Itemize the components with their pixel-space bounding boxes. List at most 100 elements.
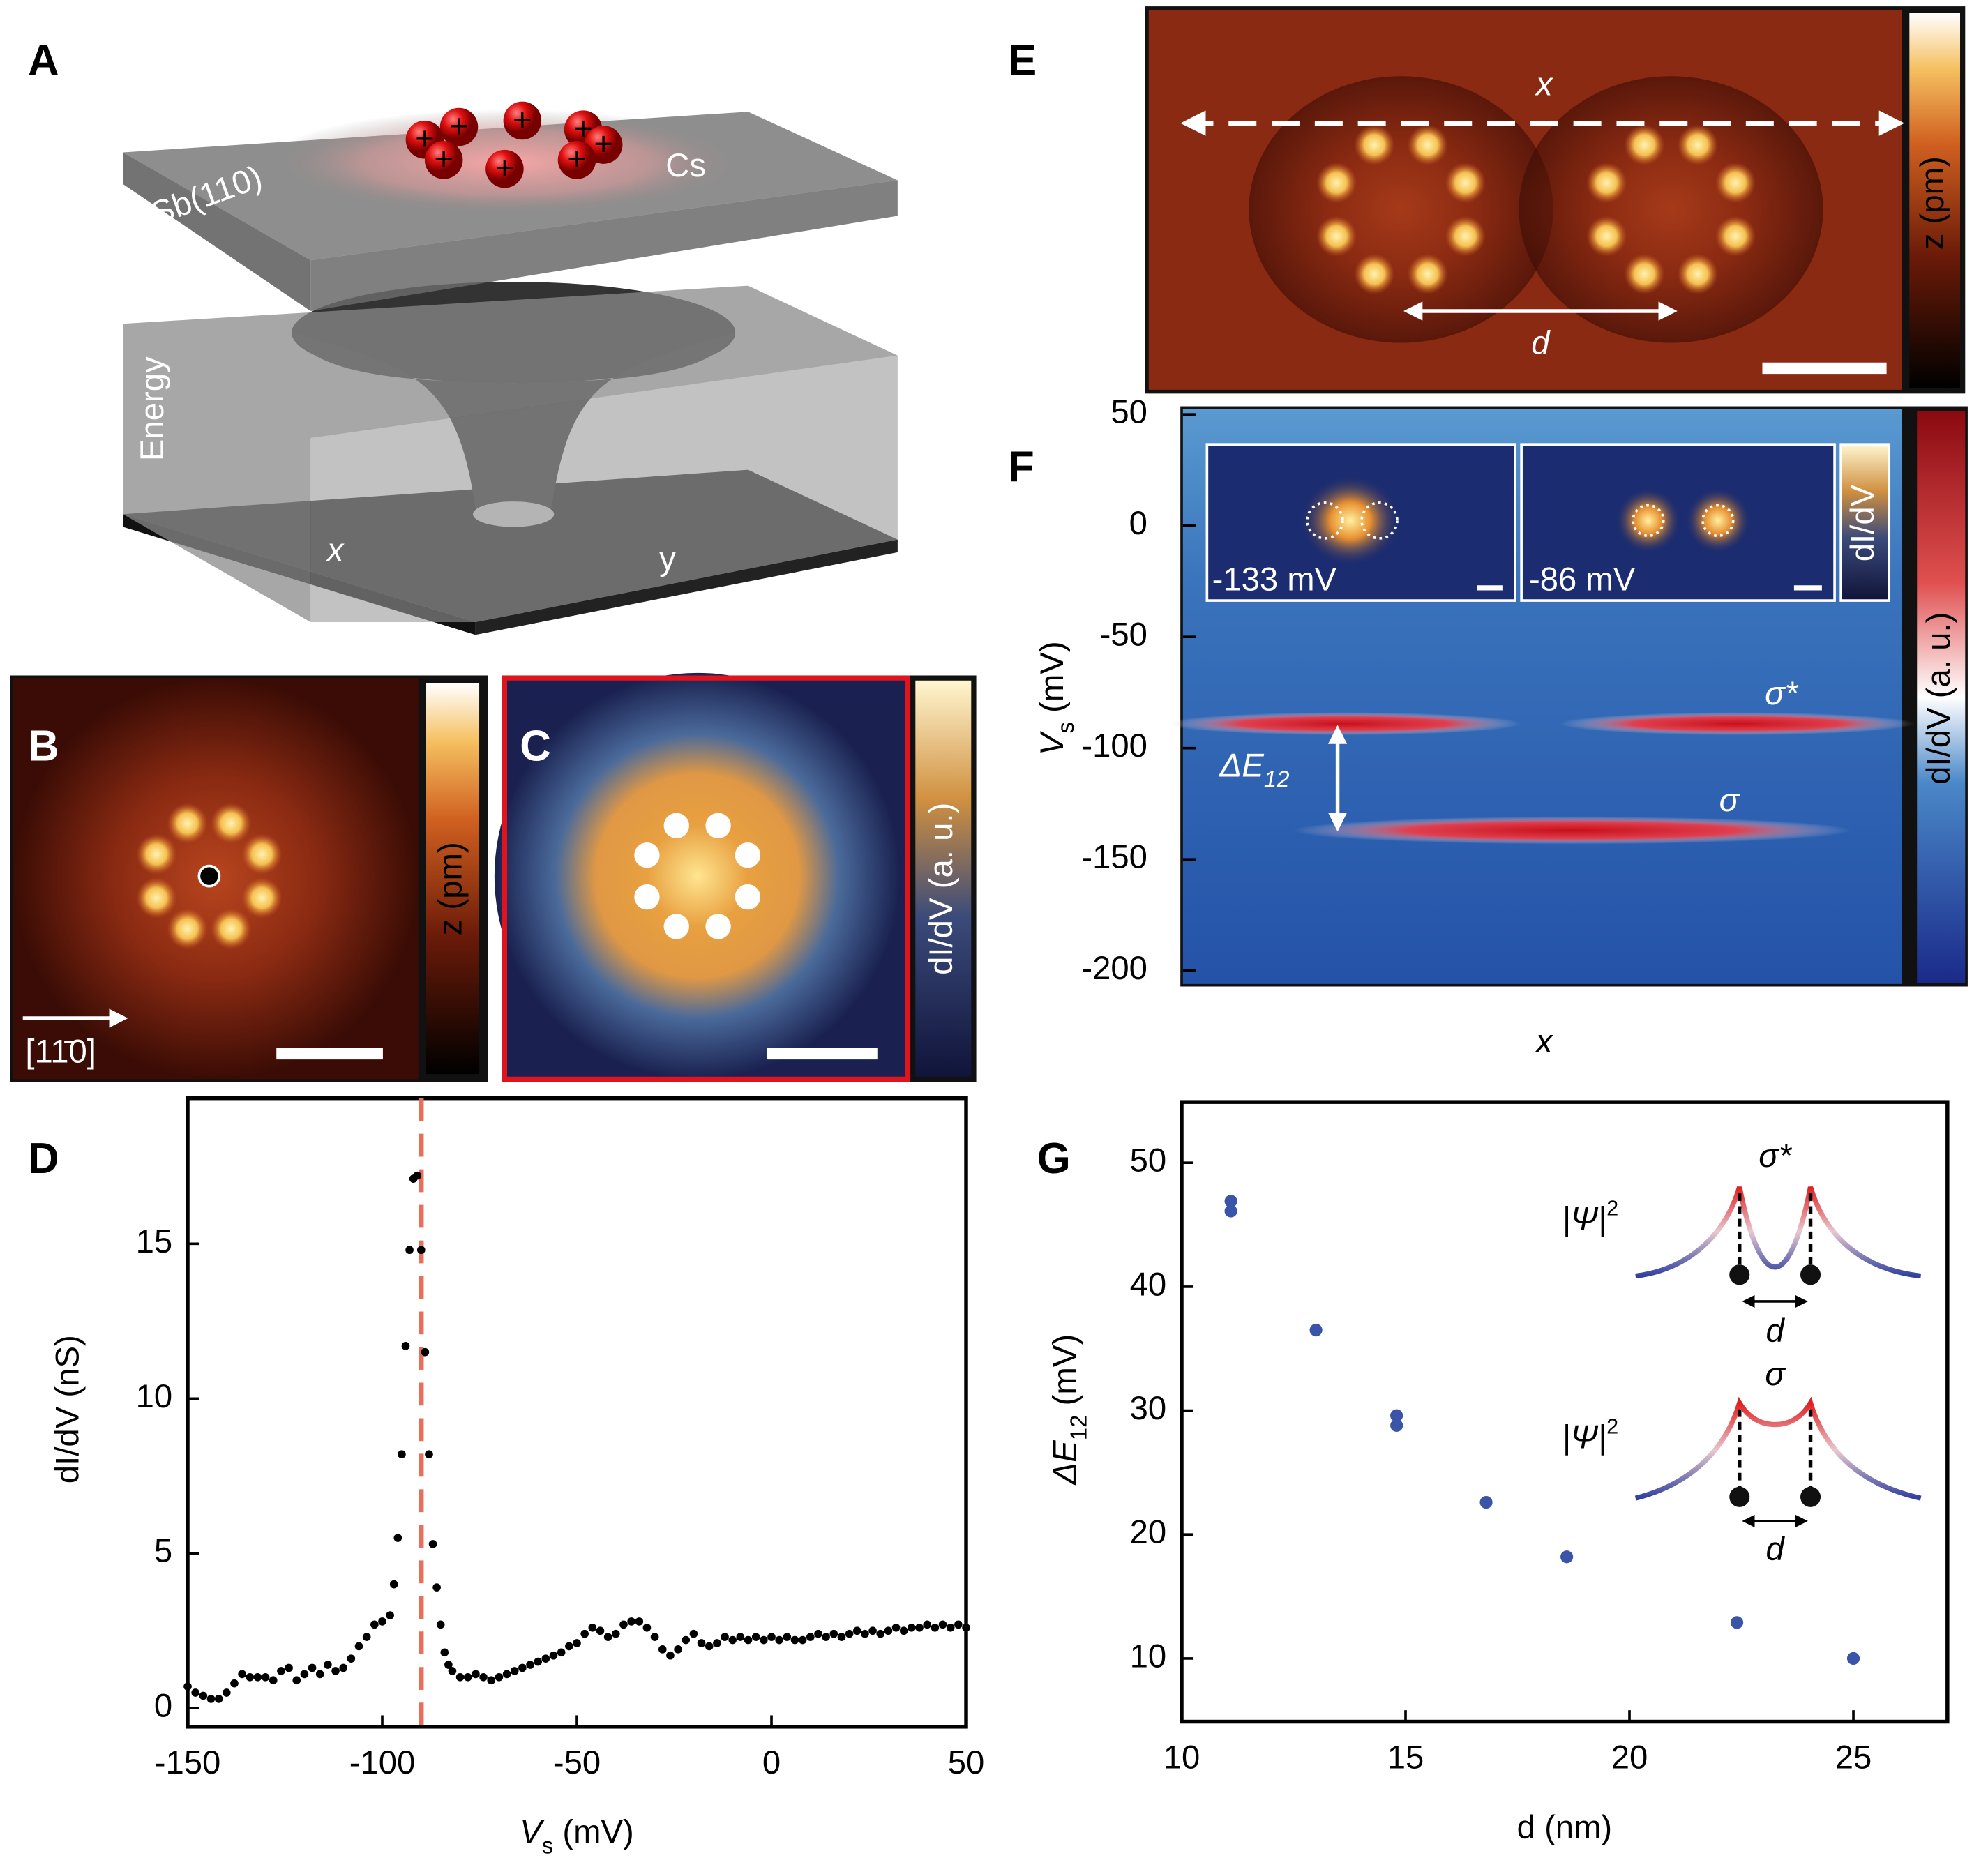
colorbar-label: z (pm) [1914,156,1951,250]
data-point [425,1450,433,1459]
inset-blob [1685,488,1752,554]
x-label: x [1535,66,1554,103]
label-sub: s [542,1834,554,1859]
data-point [1560,1550,1574,1564]
ring-dot [1316,162,1357,204]
data-point [603,1633,612,1641]
halo [1249,76,1553,343]
y-tick-label: 0 [1129,505,1147,542]
psi-power: 2 [1606,1414,1618,1438]
splitting-label: ΔE12 [1219,748,1290,793]
data-point [744,1635,753,1645]
y-tick-label: 50 [1130,1142,1167,1179]
sigma-star-streak [1559,712,1915,736]
data-point [627,1617,635,1626]
colorbar-label: dI/dV (a. u.) [923,803,960,975]
data-point [502,1670,511,1679]
ring-dot [1407,253,1448,295]
panel-letter: E [1008,36,1037,84]
x-axis-label: x [1535,1023,1554,1060]
data-point [682,1635,691,1645]
data-point [580,1629,589,1638]
data-point [541,1654,550,1663]
ring-dot [634,842,660,868]
inset-label: -86 mV [1529,561,1636,598]
data-point [861,1629,869,1638]
data-point [829,1629,838,1638]
inset-ring [1306,501,1344,540]
data-point [884,1626,893,1635]
x-tick-label: -50 [553,1744,601,1781]
ldos-map [494,672,901,1080]
data-point [666,1651,675,1660]
y-axis-label: dI/dV (nS) [49,1335,86,1483]
colorbar-label: z (pm) [432,842,469,935]
data-point [713,1639,721,1647]
data-point [214,1695,223,1703]
data-point [806,1633,815,1641]
energy-box-front [310,355,898,623]
data-point [238,1670,246,1679]
data-point [588,1623,597,1632]
data-point [510,1667,519,1675]
data-point [751,1633,760,1641]
adatom [557,141,596,179]
y-tick-label: 10 [136,1378,173,1415]
y-tick-label: -100 [1081,727,1147,764]
inset-label: -133 mV [1212,561,1337,598]
slab-front [310,180,898,312]
data-point [642,1623,652,1632]
data-point [565,1642,573,1651]
data-point [868,1626,877,1635]
data-point [954,1620,963,1629]
psi: |Ψ| [1562,1419,1606,1456]
data-point [767,1633,776,1641]
label-unit: (mV) [1034,641,1071,722]
label-main: V [520,1814,545,1851]
data-point [308,1663,317,1672]
ring-dot [735,884,761,910]
data-point [269,1676,278,1685]
data-point [923,1620,932,1629]
adatom [503,101,542,140]
data-point [721,1633,729,1641]
ring-dot [1354,124,1395,165]
data-point [1846,1652,1860,1665]
data-point [1224,1195,1237,1208]
inset-ring [1701,504,1735,538]
data-point [277,1667,285,1675]
y-axis-label: ΔE12 (mV) [1047,1334,1092,1486]
data-point [1390,1409,1403,1422]
data-point [596,1626,605,1635]
data-point [1224,1204,1237,1218]
colorbar-label: dI/dV (a. u.) [1920,612,1957,785]
data-point [487,1676,496,1685]
ring-dot [241,833,283,875]
inset-ring [1632,504,1665,538]
ring-dot [1624,124,1665,165]
data-point [689,1629,698,1638]
label-main: V [1034,730,1071,755]
x-label: x [326,531,345,568]
panel-a: + + + + ++++ Cs InSb(110) Energy x y A [28,36,898,635]
panel-letter: C [520,722,551,770]
inset-colorbar-label: dI/dV [1844,484,1881,561]
ring-dot [1407,124,1448,165]
data-point [845,1629,854,1638]
colorbar [915,680,972,1077]
data-point [261,1672,270,1682]
data-point [650,1633,659,1641]
y-tick-label: 40 [1130,1266,1167,1303]
wavefunction [1634,1396,1922,1501]
ring-dot [1354,253,1395,295]
panel-letter: G [1037,1135,1071,1183]
colorbar [426,683,480,1075]
data-point [674,1645,682,1654]
panel-e: x d z (pm) E [1008,6,1966,394]
data-point [495,1672,504,1682]
inset-blob [1615,488,1682,554]
inset-colorbar [1839,443,1891,602]
data-point [191,1688,199,1697]
data-point [206,1695,216,1703]
